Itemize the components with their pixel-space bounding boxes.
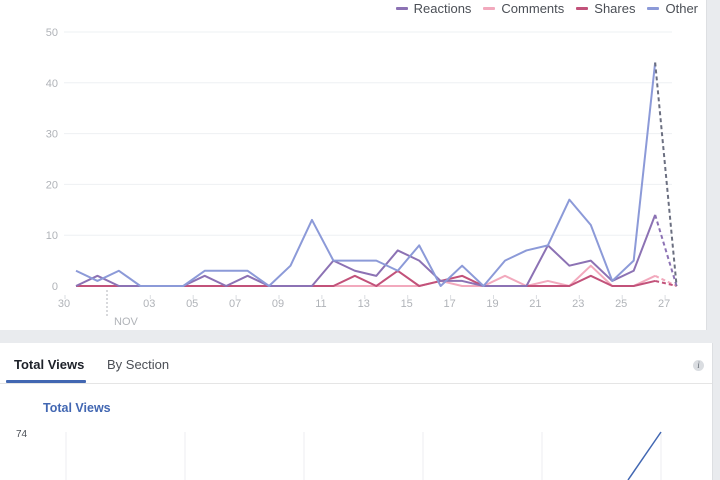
x-tick-label: 17 (443, 298, 455, 310)
series-line-comments[interactable] (76, 264, 656, 287)
tab-total-views[interactable]: Total Views (14, 357, 85, 372)
series-line-partial-reactions (654, 214, 678, 287)
chart-legend: Reactions Comments Shares Other (395, 0, 698, 16)
legend-item-reactions[interactable]: Reactions (395, 0, 472, 16)
x-tick-label: 11 (315, 298, 326, 310)
x-tick-label: 30 (58, 298, 70, 310)
legend-label: Other (665, 0, 698, 16)
x-tick-label: 23 (572, 298, 584, 310)
series-line-partial-other (654, 62, 678, 287)
other-swatch-icon (647, 6, 660, 10)
chart-gridlines (64, 31, 672, 236)
y-tick-label: 20 (46, 179, 58, 191)
views-y-max-label: 74 (16, 429, 28, 440)
views-chart-title: Total Views (43, 401, 111, 415)
info-icon[interactable]: i (693, 360, 704, 371)
chart-series-lines (75, 62, 678, 287)
actions-chart-card: Reactions Comments Shares Other 0 10 20 30 4… (0, 0, 707, 330)
x-tick-label: 21 (529, 298, 541, 310)
y-tick-label: 50 (46, 27, 58, 39)
x-tick-label: 27 (658, 298, 670, 310)
y-tick-label: 40 (46, 78, 58, 90)
y-axis-ticks: 0 10 20 30 40 50 (46, 27, 58, 293)
x-tick-label: 07 (229, 298, 241, 310)
x-tick-label: 05 (186, 298, 198, 310)
series-line-partial-comments (654, 274, 678, 287)
shares-swatch-icon (576, 6, 589, 10)
series-line-other[interactable] (75, 62, 657, 287)
y-tick-label: 0 (52, 281, 58, 293)
comments-swatch-icon (483, 6, 496, 10)
legend-label: Comments (501, 0, 565, 16)
legend-label: Reactions (413, 0, 472, 16)
x-tick-label: 19 (486, 298, 498, 310)
x-axis-ticks: 30 03 05 07 09 11 13 15 17 19 21 23 25 27 NOV (58, 290, 670, 328)
views-tabs: Total Views By Section i (0, 343, 712, 384)
x-tick-label: 09 (272, 298, 284, 310)
views-card: Total Views By Section i Total Views 74 (0, 343, 713, 480)
legend-item-comments[interactable]: Comments (483, 1, 564, 16)
legend-label: Shares (594, 0, 636, 16)
y-tick-label: 30 (46, 129, 58, 141)
legend-item-shares[interactable]: Shares (576, 1, 635, 16)
actions-line-chart: 0 10 20 30 40 50 30 03 05 07 09 11 13 15 17 19 21 23 25 27… (46, 27, 678, 328)
x-tick-label: 25 (615, 298, 627, 310)
legend-item-other[interactable]: Other (647, 1, 698, 16)
x-tick-label: 13 (358, 298, 370, 310)
active-tab-indicator (6, 380, 86, 383)
y-tick-label: 10 (46, 230, 58, 242)
views-line-chart (65, 431, 662, 480)
series-line-partial-shares (654, 279, 677, 287)
x-month-label: NOV (114, 316, 139, 328)
x-tick-label: 03 (143, 298, 155, 310)
series-line-reactions[interactable] (75, 214, 657, 287)
views-series-line (627, 431, 662, 480)
reactions-swatch-icon (395, 6, 408, 10)
tab-by-section[interactable]: By Section (107, 357, 170, 372)
x-tick-label: 15 (401, 298, 413, 310)
